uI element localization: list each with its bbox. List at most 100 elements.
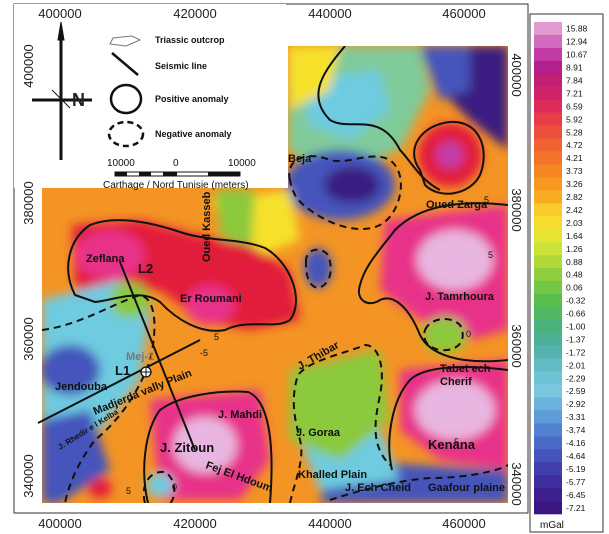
colorbar-swatch	[534, 358, 562, 372]
colorbar-label: 0.48	[566, 270, 583, 280]
legend-seismic-label: Seismic line	[155, 61, 207, 71]
negative-contour-southeast	[329, 464, 508, 501]
colorbar-label: 2.03	[566, 218, 583, 228]
anomaly-oued-zarga-core	[436, 141, 464, 169]
anomaly-raster	[42, 46, 508, 503]
colorbar-swatch	[534, 371, 562, 385]
colorbar-swatch	[534, 345, 562, 359]
anomaly-zeflana-pink	[75, 230, 145, 280]
colorbar-swatch	[534, 293, 562, 308]
positive-contour-zeflana	[67, 219, 297, 332]
colorbar-swatch	[534, 99, 562, 113]
negative-anomaly-icon	[107, 120, 145, 148]
positive-contour-tamrhoura	[357, 202, 508, 363]
place-label: J. Ech Cheid	[345, 482, 411, 494]
place-label: Mej-1	[126, 351, 154, 363]
legend-triassic-label: Triassic outcrop	[155, 35, 225, 45]
anomaly-north-yellow	[288, 46, 340, 110]
y-tick-right: 360000	[509, 324, 524, 367]
colorbar-label: -3.74	[566, 425, 586, 435]
x-tick-top: 420000	[173, 6, 216, 21]
anomaly-kenana-core	[415, 380, 495, 440]
contour-label: 0	[466, 329, 471, 339]
colorbar: 15.88 12.94 10.67 8.91 7.84 7.21 6.59 5.92 5.28 4…	[529, 13, 604, 533]
place-label: J. Mahdi	[218, 409, 262, 421]
place-label: L2	[138, 261, 153, 276]
colorbar-swatch	[534, 255, 562, 269]
colorbar-swatch	[534, 112, 562, 126]
anomaly-southwest-blue	[42, 410, 110, 503]
negative-contour-central	[305, 248, 332, 290]
colorbar-swatch	[534, 73, 562, 88]
colorbar-label: 10.67	[566, 50, 588, 60]
colorbar-label: 0.88	[566, 257, 583, 267]
colorbar-swatch	[534, 216, 562, 230]
seismic-line-l1	[37, 339, 201, 424]
y-tick-right: 400000	[509, 53, 524, 96]
colorbar-swatch	[534, 86, 562, 100]
contour-label: 5	[454, 437, 459, 447]
colorbar-swatch	[534, 203, 562, 217]
colorbar-swatch	[534, 436, 562, 450]
contour-label: 0	[172, 482, 177, 492]
colorbar-swatch	[534, 60, 562, 75]
colorbar-label: -2.29	[566, 373, 586, 383]
colorbar-swatch	[534, 190, 562, 204]
colorbar-swatch	[534, 22, 562, 36]
colorbar-swatch	[534, 229, 562, 243]
colorbar-swatch	[534, 462, 562, 476]
colorbar-label: 8.91	[566, 63, 583, 73]
colorbar-swatch	[534, 138, 562, 152]
place-label: Kenana	[428, 437, 476, 452]
seismic-line-l2	[119, 261, 196, 451]
scale-right-label: 10000	[228, 158, 256, 169]
anomaly-roumani-pink	[185, 285, 235, 325]
place-label: L1	[115, 363, 130, 378]
place-label: Oued Kasseb	[201, 191, 213, 262]
colorbar-label: -2.01	[566, 360, 586, 370]
colorbar-swatch	[534, 488, 562, 502]
legend-positive-label: Positive anomaly	[155, 94, 229, 104]
colorbar-swatch	[534, 423, 562, 437]
colorbar-swatch	[534, 34, 562, 49]
scale-bar	[114, 171, 241, 177]
scale-left-label: 10000	[107, 158, 135, 169]
colorbar-label: -2.59	[566, 386, 586, 396]
colorbar-label: -5.19	[566, 464, 586, 474]
triassic-outcrop-icon	[109, 35, 142, 47]
scale-caption: Carthage / Nord Tunisie (meters)	[103, 180, 249, 191]
contour-label: -5	[200, 348, 208, 358]
y-tick-left: 340000	[21, 454, 36, 497]
seismic-line-icon	[111, 52, 139, 76]
place-label: Oued Zarga	[426, 199, 488, 211]
positive-contour-kenana	[388, 366, 508, 471]
anomaly-central-blue	[304, 248, 332, 288]
x-tick-bottom: 400000	[38, 516, 81, 531]
place-label: Zeflana	[86, 253, 125, 265]
place-label: J. Goraa	[296, 427, 341, 439]
anomaly-jendouba-blue	[42, 345, 100, 395]
colorbar-label: 1.64	[566, 231, 583, 241]
colorbar-swatch	[534, 306, 562, 321]
y-tick-right: 340000	[509, 462, 524, 505]
place-label: Beja	[288, 153, 312, 165]
colorbar-label: 1.26	[566, 244, 583, 254]
colorbar-swatch	[534, 332, 562, 346]
negative-contour-west	[42, 293, 156, 503]
colorbar-swatch	[534, 280, 562, 295]
colorbar-label: 12.94	[566, 37, 588, 47]
colorbar-label: 6.59	[566, 101, 583, 111]
colorbar-swatch	[534, 177, 562, 191]
colorbar-swatch	[534, 475, 562, 489]
scale-mid-label: 0	[173, 158, 179, 169]
colorbar-label: -3.31	[566, 412, 586, 422]
north-label: N	[72, 90, 85, 110]
colorbar-label: -4.16	[566, 438, 586, 448]
colorbar-swatch	[534, 319, 562, 334]
anomaly-south-cyan	[146, 473, 174, 497]
x-tick-top: 400000	[38, 6, 81, 21]
colorbar-unit: mGal	[540, 520, 564, 531]
positive-contour-oued-zarga	[413, 120, 485, 195]
x-tick-bottom: 460000	[442, 516, 485, 531]
